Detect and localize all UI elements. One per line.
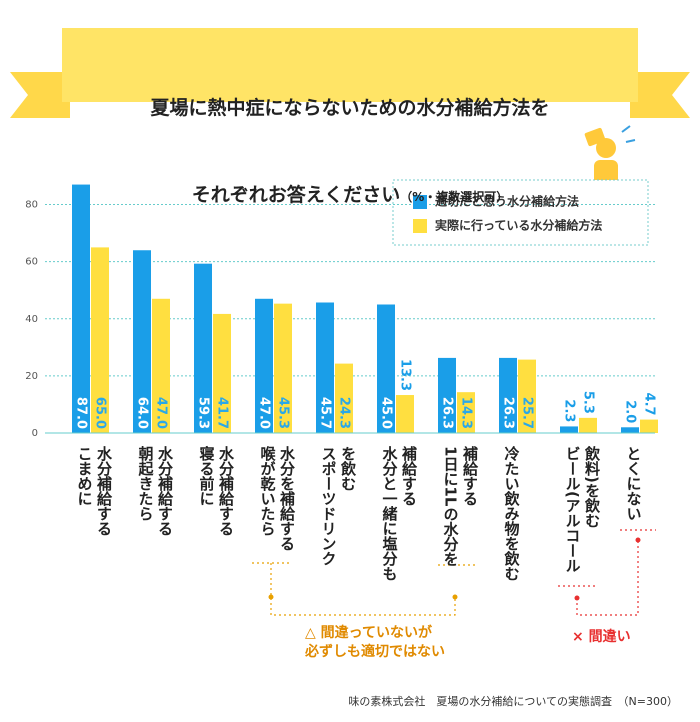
value-label: 26.3 — [501, 397, 516, 429]
bar — [213, 313, 231, 433]
x-tick-label: スポーツドリンク を飲む — [319, 446, 358, 566]
bar — [499, 357, 517, 433]
bar — [152, 298, 170, 433]
x-tick-label: ビール(アルコール 飲料)を飲む — [563, 446, 602, 573]
x-tick-label: 1日に1Lの水分を 補給する — [441, 446, 480, 567]
bar — [274, 303, 292, 433]
bar — [255, 298, 273, 433]
bar — [621, 427, 639, 433]
value-label: 24.3 — [337, 397, 352, 429]
bar — [518, 359, 536, 433]
title: 夏場に熱中症にならないための水分補給方法を それぞれお答えください（%・複数選択… — [0, 36, 700, 241]
x-tick-label: 水分と一緒に塩分も 補給する — [380, 446, 419, 581]
person-icon — [584, 125, 636, 186]
annotation: × 間違い — [572, 629, 631, 645]
bracket-dot — [452, 594, 458, 600]
bar — [91, 247, 109, 433]
value-label: 25.7 — [520, 397, 535, 429]
annotation: △ 間違っていないが 必ずしも適切ではない — [305, 625, 445, 660]
legend-box — [392, 179, 649, 246]
x-tick-label: 喉が乾いたら 水分を補給する — [258, 446, 297, 551]
bar — [579, 417, 597, 433]
value-label: 47.0 — [154, 397, 169, 429]
value-label: 5.3 — [581, 391, 596, 414]
bar — [72, 184, 90, 433]
value-label: 45.7 — [318, 397, 333, 429]
value-label: 87.0 — [74, 397, 89, 429]
bar — [194, 263, 212, 433]
bar — [640, 419, 658, 433]
title-line: それぞれお答えください — [191, 184, 401, 206]
bar — [457, 392, 475, 433]
value-label: 2.0 — [623, 400, 638, 423]
bar — [316, 302, 334, 433]
value-label: 47.0 — [257, 397, 272, 429]
value-label: 41.7 — [215, 397, 230, 429]
x-tick-label: 寝る前に 水分補給する — [197, 446, 236, 536]
y-tick-label: 80 — [25, 200, 38, 211]
bar — [560, 426, 578, 433]
legend-label: 適切だと思う水分補給方法 — [435, 194, 579, 209]
bar — [377, 304, 395, 433]
y-tick-label: 40 — [25, 314, 38, 325]
legend-swatch — [413, 195, 427, 209]
x-tick-label: 冷たい飲み物を飲む — [502, 446, 521, 581]
value-label: 13.3 — [398, 359, 413, 391]
bracket-red — [558, 529, 656, 616]
bracket-dot — [574, 595, 580, 601]
value-label: 65.0 — [93, 397, 108, 429]
x-tick-label: 朝起きたら 水分補給する — [136, 446, 175, 536]
title-line: それぞれお答えください（%・複数選択可） — [0, 181, 700, 212]
value-label: 59.3 — [196, 397, 211, 429]
bar — [335, 363, 353, 433]
source: 味の素株式会社 夏場の水分補給についての実態調査 （N=300） — [348, 695, 678, 708]
y-tick-label: 20 — [25, 371, 38, 382]
legend-label: 実際に行っている水分補給方法 — [435, 218, 602, 233]
value-label: 45.0 — [379, 397, 394, 429]
ribbon-right — [630, 72, 690, 118]
value-label: 64.0 — [135, 397, 150, 429]
title-banner — [62, 28, 638, 102]
y-tick-label: 0 — [32, 428, 38, 439]
bracket-dot — [268, 594, 274, 600]
ribbon-left — [10, 72, 70, 118]
legend-swatch — [413, 219, 427, 233]
value-label: 2.3 — [562, 399, 577, 422]
bar — [396, 395, 414, 433]
bar — [438, 357, 456, 433]
title-line: 夏場に熱中症にならないための水分補給方法を — [150, 97, 550, 119]
subtitle: （%・複数選択可） — [400, 190, 509, 204]
value-label: 45.3 — [276, 397, 291, 429]
x-tick-label: こまめに 水分補給する — [75, 446, 114, 536]
x-tick-label: とくにない — [624, 446, 643, 521]
value-label: 14.3 — [459, 397, 474, 429]
y-tick-label: 60 — [25, 257, 38, 268]
bar — [133, 250, 151, 433]
bracket-dot — [635, 537, 641, 543]
bracket-orange — [252, 562, 475, 616]
value-label: 26.3 — [440, 397, 455, 429]
value-label: 4.7 — [642, 393, 657, 416]
